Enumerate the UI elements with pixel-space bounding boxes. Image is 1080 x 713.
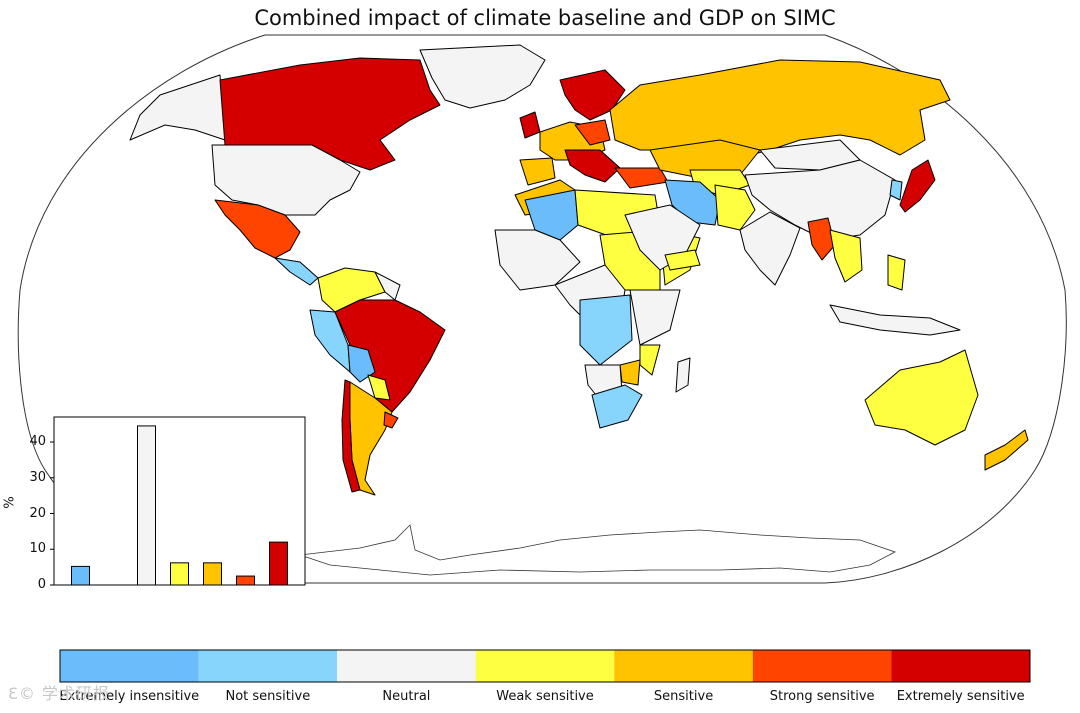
paraguay	[367, 374, 391, 401]
india	[739, 211, 801, 286]
indochina	[829, 229, 863, 283]
inset-bar	[203, 562, 222, 586]
algeria	[524, 189, 579, 241]
legend-swatch	[475, 650, 615, 682]
inset-frame	[53, 416, 306, 586]
central-europe	[574, 119, 611, 146]
greenland	[419, 44, 546, 109]
legend-colorbar	[59, 649, 1031, 683]
legend-swatch	[752, 650, 892, 682]
congo	[579, 294, 633, 366]
japan	[899, 159, 936, 213]
inset-tick-label: 10	[29, 541, 46, 557]
south-africa	[591, 384, 643, 429]
legend-label: Extremely insensitive	[59, 689, 200, 704]
italy-balkans	[564, 149, 621, 183]
mozambique	[639, 344, 661, 376]
west-africa	[494, 229, 581, 291]
legend-label: Sensitive	[653, 689, 714, 704]
afghanistan-pakistan	[714, 184, 756, 231]
inset-bar	[170, 562, 189, 586]
legend-label: Weak sensitive	[496, 689, 594, 704]
inset-bar	[236, 575, 255, 586]
philippines	[887, 254, 906, 291]
inset-tick-label: 40	[29, 434, 46, 450]
china	[744, 159, 896, 241]
inset-bar	[137, 425, 156, 586]
colombia-venezuela	[317, 267, 386, 313]
inset-tick-label: 20	[29, 505, 46, 521]
korea	[889, 179, 903, 201]
legend-swatch	[60, 650, 199, 682]
yemen	[664, 249, 701, 271]
inset-tick-label: 0	[37, 577, 46, 592]
antarctica	[299, 524, 897, 576]
madagascar	[675, 357, 691, 393]
iran	[664, 179, 721, 226]
map-title: Combined impact of climate baseline and …	[254, 6, 836, 30]
legend-swatch	[198, 650, 338, 682]
mexico	[214, 199, 301, 259]
inset-bar	[71, 565, 90, 586]
inset-y-axis-label: %	[2, 496, 18, 509]
legend-swatch	[891, 650, 1030, 682]
legend-border	[59, 649, 1031, 683]
legend-label: Strong sensitive	[769, 689, 875, 704]
inset-tick-label: 30	[29, 469, 46, 485]
legend-label: Not sensitive	[225, 689, 311, 704]
legend-label: Neutral	[382, 689, 431, 704]
indonesia	[829, 304, 961, 336]
inset-bar	[269, 541, 288, 586]
myanmar	[807, 217, 836, 261]
scandinavia	[559, 69, 626, 121]
australia	[864, 349, 979, 446]
central-america	[274, 257, 319, 286]
chile	[341, 379, 361, 493]
legend-label: Extremely sensitive	[896, 689, 1025, 704]
inset-bar-chart	[50, 416, 306, 586]
zimbabwe	[619, 359, 641, 386]
new-zealand	[984, 429, 1029, 471]
bolivia	[347, 344, 376, 383]
east-africa	[629, 289, 681, 346]
uruguay	[383, 411, 399, 429]
legend-swatch	[337, 650, 476, 682]
legend-swatch	[614, 650, 753, 682]
watermark: Ɛ© 学术研报	[8, 684, 110, 703]
iberia	[519, 157, 556, 186]
usa	[211, 144, 361, 216]
